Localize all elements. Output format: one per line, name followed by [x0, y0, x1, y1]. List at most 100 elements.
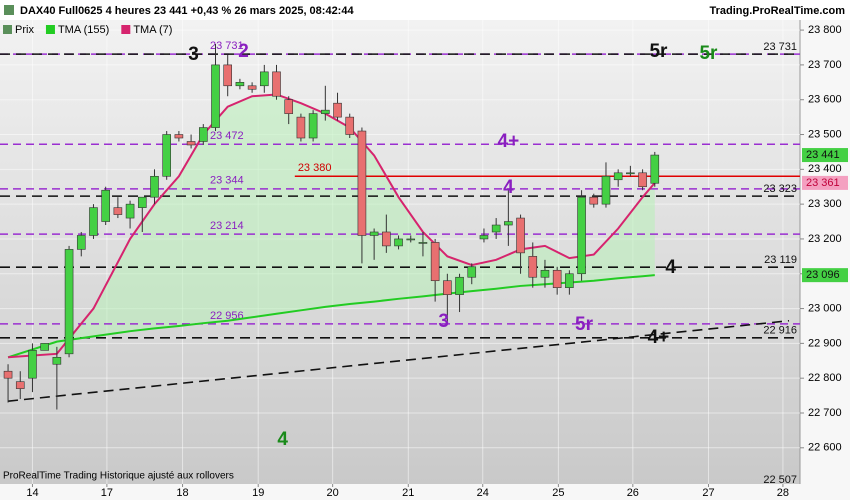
legend-swatch [3, 25, 12, 34]
wave-label: 3 [438, 311, 449, 332]
legend-label: TMA (7) [133, 24, 172, 36]
y-tick-label: 22 800 [808, 372, 842, 384]
x-tick-label: 20 [327, 487, 339, 499]
black-level-label: 23 119 [764, 254, 797, 266]
candle-body [150, 175, 159, 198]
x-tick-label: 25 [552, 487, 564, 499]
price-label: 23 096 [806, 269, 840, 281]
x-tick-label: 14 [26, 487, 38, 499]
y-tick-label: 23 000 [808, 302, 842, 314]
candle-body [345, 116, 355, 135]
candle-body [28, 350, 37, 379]
y-axis-area [800, 20, 850, 484]
black-level-label: 23 323 [763, 183, 797, 195]
candle-body [528, 256, 538, 278]
y-tick-label: 23 800 [808, 24, 842, 36]
black-level-label: 22 916 [763, 325, 797, 337]
chart-title: DAX40 Full0625 4 heures 23 441 +0,43 % 2… [20, 5, 354, 17]
y-tick-label: 23 400 [808, 163, 842, 175]
candle-body [15, 381, 25, 389]
purple-level-label: 23 344 [210, 175, 244, 187]
black-level-label: 23 731 [763, 41, 797, 53]
candle-body [589, 196, 599, 205]
candle-body [601, 175, 611, 205]
candle-body [565, 273, 574, 288]
candle-body [64, 249, 74, 355]
candle-body [223, 64, 232, 87]
candle-body [235, 82, 245, 87]
candle-body [638, 172, 647, 188]
header [0, 0, 850, 20]
candle-body [247, 85, 257, 90]
trendline [7, 319, 790, 402]
candle-body [308, 113, 318, 139]
wave-label: 5r [575, 314, 594, 335]
x-tick-label: 21 [402, 487, 414, 499]
price-box [802, 268, 848, 283]
price-label: 23 361 [806, 177, 840, 189]
candle-body [272, 71, 281, 97]
x-tick-label: 17 [101, 487, 113, 499]
wave-label: 5r [649, 41, 668, 62]
purple-level-label: 23 731 [210, 40, 244, 52]
candle-body [40, 343, 49, 351]
legend-label: Prix [15, 24, 34, 36]
price-box [802, 175, 848, 190]
y-tick-label: 22 600 [808, 442, 842, 454]
wave-label: 4 [277, 429, 288, 450]
purple-level-label: 23 472 [210, 130, 244, 142]
candle-body [552, 269, 562, 288]
y-tick-label: 22 900 [808, 337, 842, 349]
candle-body [418, 242, 428, 244]
candle-body [113, 207, 123, 215]
candle-body [101, 189, 110, 222]
candle-body [186, 141, 196, 146]
candle-body [406, 238, 416, 241]
candle-body [650, 154, 660, 184]
wave-label: 4 [503, 177, 514, 198]
y-tick-label: 23 600 [808, 94, 842, 106]
candle-body [540, 269, 550, 278]
wave-label: 2 [238, 41, 249, 62]
red-level-label: 23 380 [298, 162, 332, 174]
candle-body [162, 134, 171, 177]
wave-label: 4 [665, 257, 676, 278]
candle-body [321, 109, 330, 114]
candle-body [626, 172, 635, 175]
wave-label: 3 [188, 44, 199, 65]
candle-body [198, 127, 208, 142]
x-tick-label: 24 [477, 487, 489, 499]
candle-body [382, 231, 391, 247]
candle-body [284, 99, 294, 114]
candle-body [76, 235, 86, 250]
candle-body [430, 242, 440, 282]
footer: ProRealTime Trading Historique ajusté au… [3, 471, 234, 482]
price-box [802, 148, 848, 163]
source: Trading.ProRealTime.com [709, 5, 845, 17]
x-tick-label: 28 [777, 487, 789, 499]
candle-body [260, 71, 269, 87]
candle-body [89, 207, 98, 236]
candle-body [137, 196, 147, 208]
wave-label: 5r [699, 43, 718, 64]
candle-body [504, 221, 513, 226]
candle-body [479, 235, 489, 240]
legend-swatch [45, 25, 55, 34]
legend-label: TMA (155) [58, 24, 109, 36]
candle-body [613, 172, 623, 181]
wave-label: 4+ [648, 327, 670, 348]
y-tick-label: 23 500 [808, 128, 842, 140]
x-tick-label: 26 [627, 487, 639, 499]
candle-body [467, 266, 477, 278]
x-tick-label: 18 [176, 487, 188, 499]
x-tick-label: 19 [252, 487, 264, 499]
ma-fill [8, 94, 655, 358]
candle-body [455, 276, 464, 295]
y-tick-label: 23 700 [808, 59, 842, 71]
price-label: 23 441 [806, 149, 840, 161]
candle-body [333, 102, 342, 118]
candle-body [443, 280, 452, 295]
candle-body [516, 217, 525, 254]
